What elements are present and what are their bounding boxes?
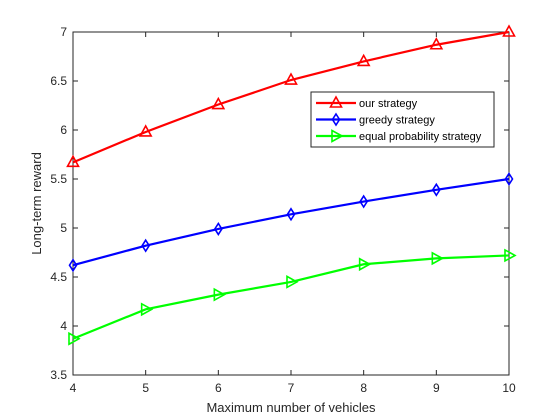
x-tick-label: 6 (215, 381, 222, 395)
y-tick-label: 6.5 (50, 74, 67, 88)
legend-label: our strategy (359, 98, 418, 110)
x-axis-title: Maximum number of vehicles (206, 400, 376, 415)
y-tick-label: 3.5 (50, 368, 67, 382)
y-tick-label: 6 (60, 123, 67, 137)
y-tick-label: 5 (60, 221, 67, 235)
y-tick-label: 4.5 (50, 270, 67, 284)
x-tick-label: 10 (502, 381, 516, 395)
x-tick-label: 7 (288, 381, 295, 395)
legend: our strategy greedy strategy equal probabi… (311, 92, 494, 147)
legend-label: greedy strategy (359, 115, 435, 127)
x-tick-label: 9 (433, 381, 440, 395)
y-tick-label: 4 (60, 319, 67, 333)
x-tick-label: 4 (70, 381, 77, 395)
x-tick-label: 5 (142, 381, 149, 395)
legend-label: equal probability strategy (359, 131, 482, 143)
y-axis-title: Long-term reward (29, 152, 44, 255)
y-tick-label: 7 (60, 25, 67, 39)
x-tick-label: 8 (360, 381, 367, 395)
y-tick-label: 5.5 (50, 172, 67, 186)
